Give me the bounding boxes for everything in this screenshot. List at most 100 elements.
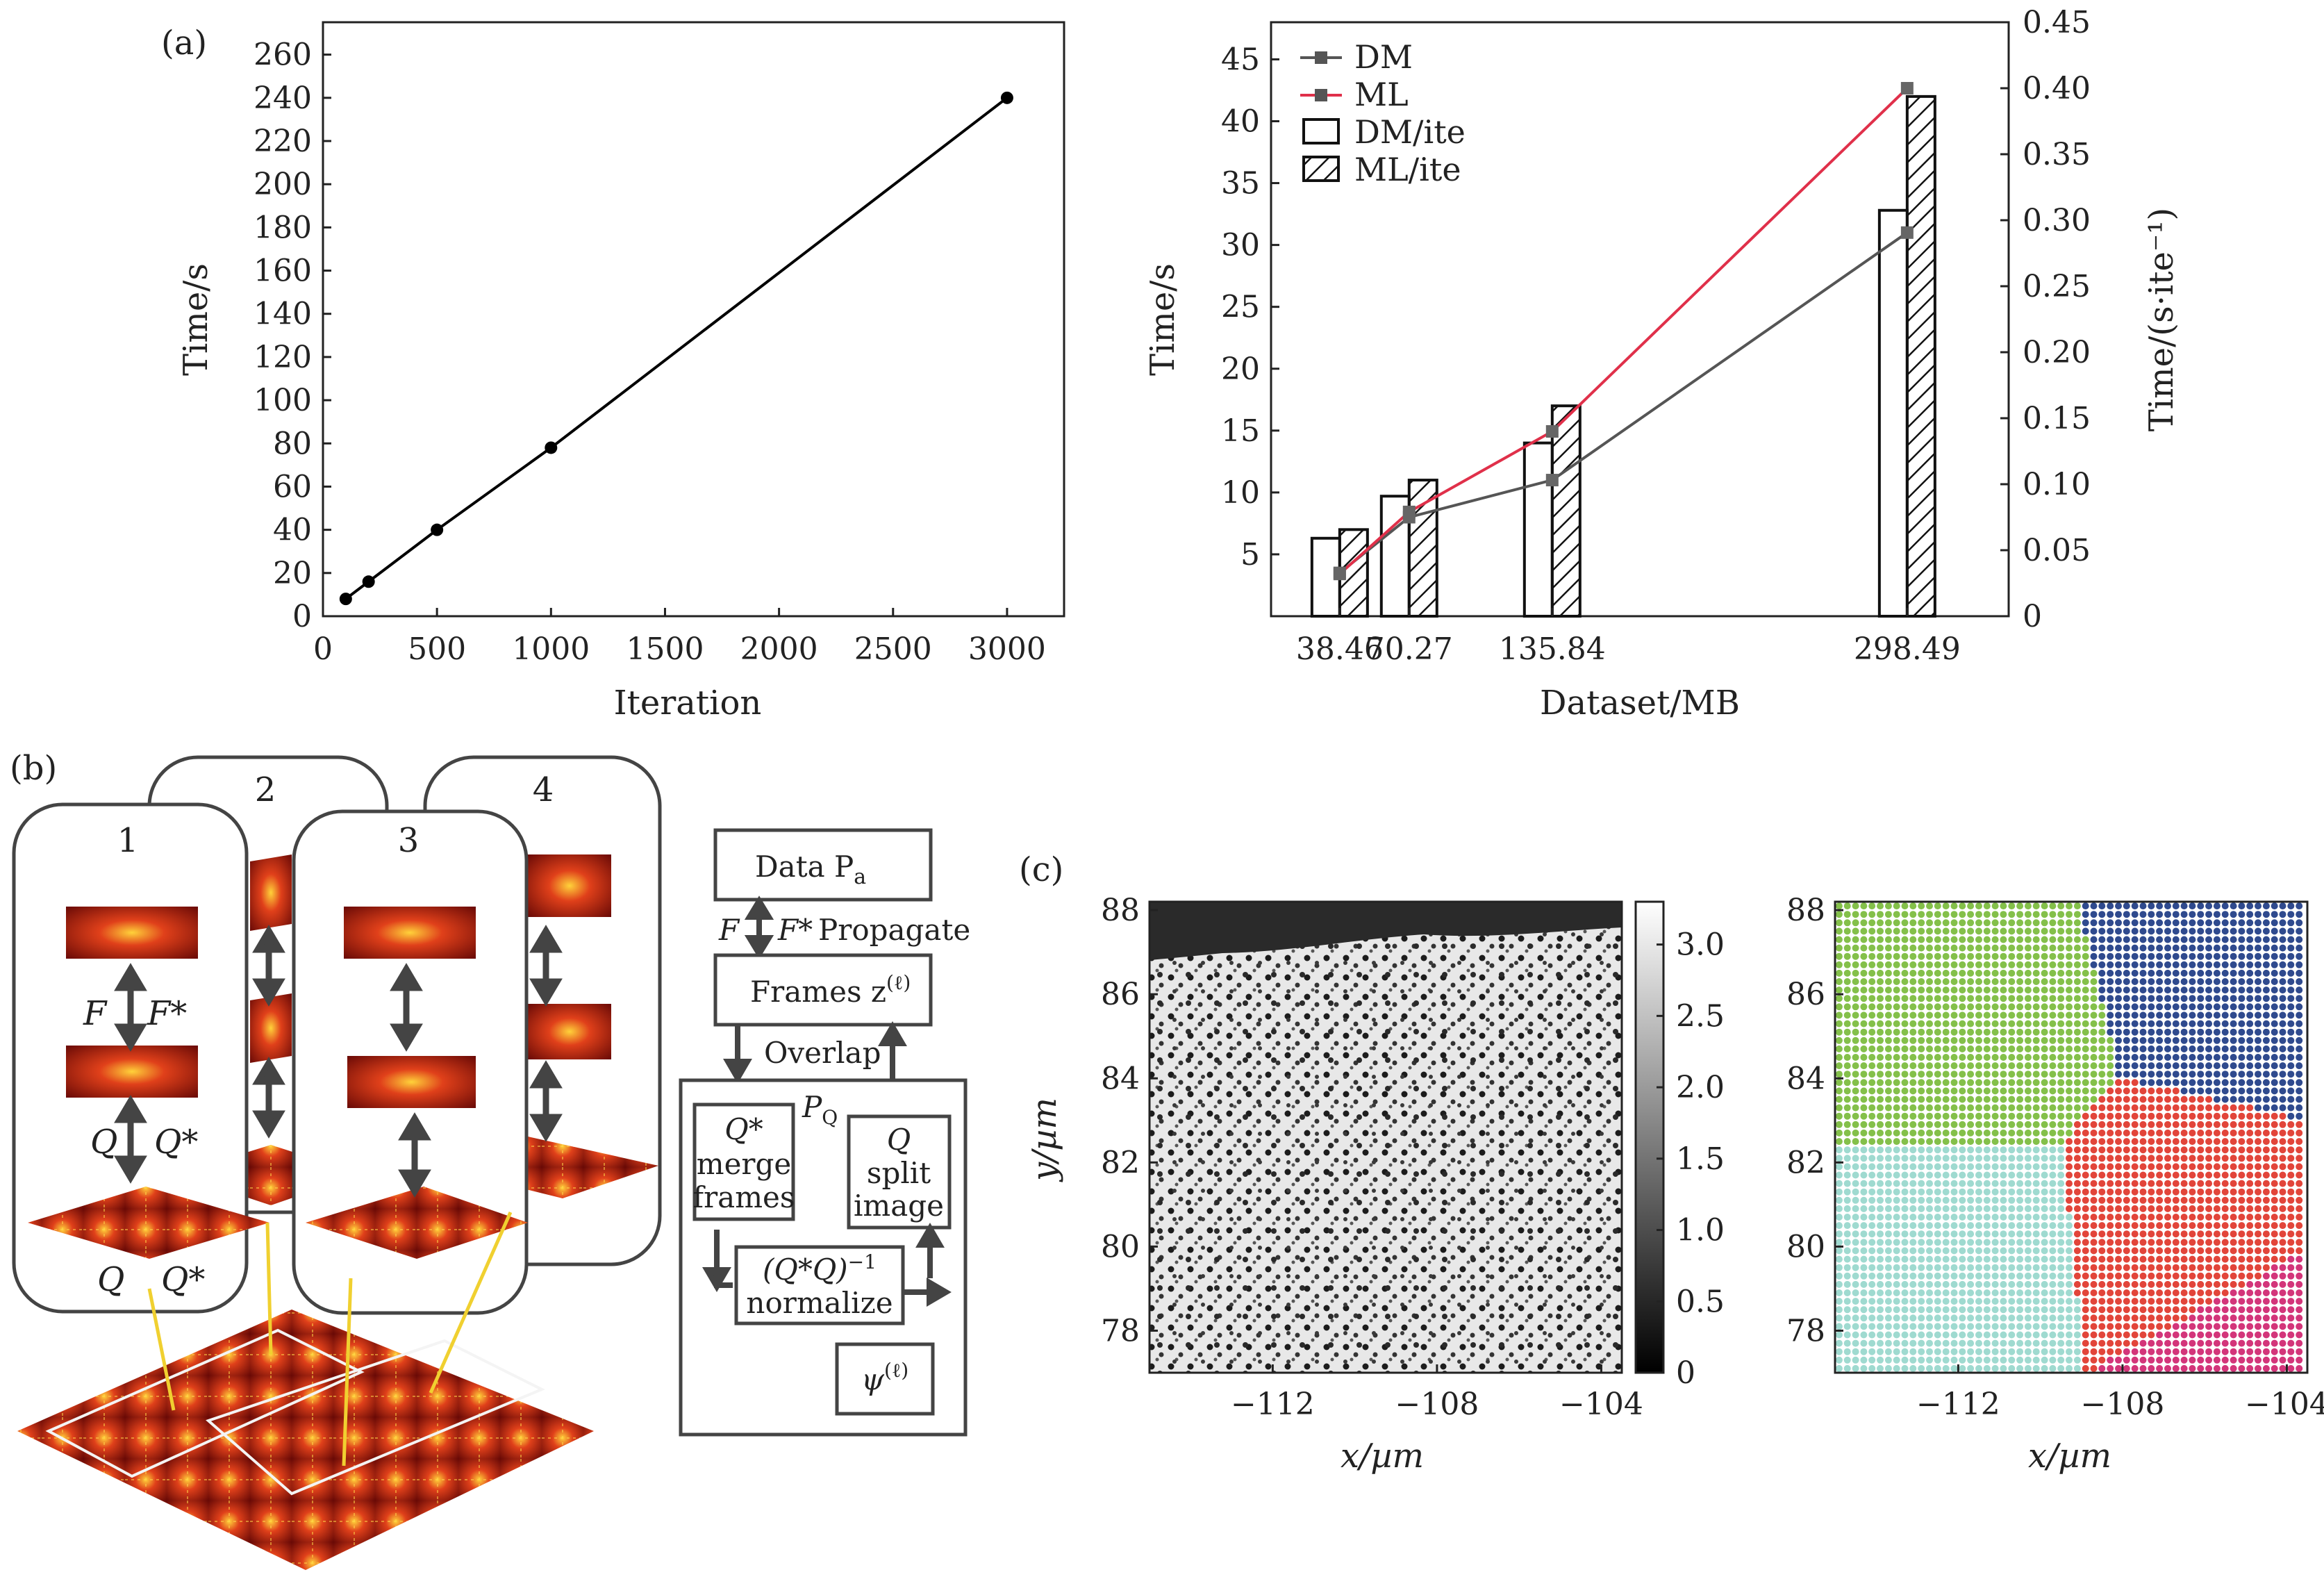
scatter-dot: [2197, 1021, 2204, 1027]
scatter-dot: [2057, 1365, 2064, 1372]
scatter-dot: [2049, 1121, 2056, 1128]
scatter-dot: [1934, 911, 1941, 918]
scatter-dot: [2057, 970, 2064, 977]
scatter-dot: [2025, 1197, 2032, 1204]
scatter-dot: [2132, 1264, 2139, 1271]
chart2-bar-mlite: [1409, 480, 1437, 616]
xtick-label: −108: [2080, 1387, 2164, 1422]
scatter-dot: [1893, 1037, 1900, 1044]
scatter-dot: [2057, 1105, 2064, 1112]
scatter-dot: [1984, 1021, 1991, 1027]
scatter-dot: [1959, 1332, 1966, 1339]
scatter-dot: [2287, 1205, 2294, 1212]
scatter-dot: [2164, 1230, 2171, 1237]
ytick-label: 82: [1101, 1145, 1140, 1180]
scatter-dot: [1975, 1197, 1982, 1204]
scatter-dot: [2016, 1180, 2023, 1187]
scatter-dot: [2263, 1113, 2270, 1120]
scatter-dot: [2008, 1003, 2015, 1010]
scatter-dot: [2115, 1256, 2122, 1263]
scatter-dot: [2016, 1021, 2023, 1027]
scatter-dot: [1902, 1323, 1909, 1330]
scatter-dot: [2255, 961, 2261, 968]
scatter-dot: [1868, 1096, 1875, 1103]
scatter-dot: [2025, 1332, 2032, 1339]
scatter-dot: [2255, 1273, 2261, 1280]
scatter-dot: [2164, 986, 2171, 993]
scatter-dot: [1909, 1281, 1916, 1288]
scatter-dot: [2082, 1172, 2089, 1179]
scatter-dot: [2238, 970, 2245, 977]
scatter-dot: [2140, 1155, 2147, 1162]
scatter-dot: [2123, 986, 2130, 993]
scatter-dot: [2280, 1365, 2286, 1372]
scatter-dot: [2123, 911, 2130, 918]
scatter-dot: [2000, 1197, 2007, 1204]
scatter-dot: [2008, 1239, 2015, 1246]
scatter-dot: [2057, 1121, 2064, 1128]
scatter-dot: [2263, 1365, 2270, 1372]
scatter-dot: [2057, 1340, 2064, 1347]
scatter-dot: [2091, 1323, 2098, 1330]
scatter-dot: [2057, 1273, 2064, 1280]
scatter-dot: [2000, 1011, 2007, 1018]
scatter-dot: [1967, 986, 1974, 993]
scatter-dot: [2091, 961, 2098, 968]
scatter-dot: [2230, 986, 2237, 993]
chart1-point: [545, 441, 557, 454]
flow-data-label: Data Pa: [755, 850, 866, 889]
scatter-dot: [1860, 1365, 1867, 1372]
scatter-dot: [2255, 1155, 2261, 1162]
scatter-dot: [2214, 936, 2221, 943]
scatter-dot: [2115, 1155, 2122, 1162]
scatter-dot: [2238, 1314, 2245, 1321]
scatter-dot: [1844, 1003, 1851, 1010]
scatter-dot: [1967, 1306, 1974, 1313]
scatter-dot: [1934, 1323, 1941, 1330]
scatter-dot: [2123, 945, 2130, 952]
scatter-dot: [1868, 1011, 1875, 1018]
scatter-dot: [1836, 953, 1843, 960]
scatter-dot: [1967, 1163, 1974, 1170]
scatter-dot: [2132, 995, 2139, 1002]
scatter-dot: [2041, 961, 2048, 968]
scatter-dot: [2000, 1214, 2007, 1221]
scatter-dot: [2098, 1247, 2105, 1254]
scatter-dot: [2008, 1011, 2015, 1018]
scatter-dot: [1909, 1146, 1916, 1153]
scatter-dot: [1934, 978, 1941, 985]
scatter-dot: [2238, 1222, 2245, 1229]
scatter-dot: [2033, 1062, 2040, 1069]
scatter-dot: [2263, 961, 2270, 968]
flow-F: F: [718, 913, 740, 947]
scatter-dot: [2041, 1096, 2048, 1103]
scatter-dot: [2189, 1323, 2196, 1330]
scatter-dot: [2271, 1205, 2278, 1212]
scatter-dot: [2164, 1247, 2171, 1254]
scatter-dot: [1934, 1247, 1941, 1254]
scatter-dot: [1902, 1264, 1909, 1271]
scatter-dot: [2123, 1079, 2130, 1086]
scatter-dot: [1951, 1071, 1958, 1077]
scatter-dot: [1852, 1222, 1859, 1229]
scatter-dot: [2189, 1079, 2196, 1086]
scatter-dot: [2123, 1180, 2130, 1187]
scatter-dot: [2287, 1155, 2294, 1162]
scatter-dot: [2173, 945, 2180, 952]
scatter-dot: [1943, 1365, 1950, 1372]
scatter-dot: [2197, 978, 2204, 985]
scatter-dot: [2173, 1138, 2180, 1145]
scatter-dot: [2222, 1197, 2229, 1204]
scatter-dot: [2230, 1197, 2237, 1204]
scatter-dot: [2230, 1011, 2237, 1018]
scatter-dot: [2140, 1146, 2147, 1153]
stack-3-top: [344, 907, 476, 959]
scatter-dot: [2091, 911, 2098, 918]
scatter-dot: [2115, 995, 2122, 1002]
scatter-dot: [2189, 1189, 2196, 1196]
scatter-dot: [2066, 1155, 2073, 1162]
scatter-dot: [1885, 1348, 1892, 1355]
scatter-dot: [1934, 986, 1941, 993]
scatter-dot: [2049, 1332, 2056, 1339]
scatter-dot: [2296, 1163, 2302, 1170]
